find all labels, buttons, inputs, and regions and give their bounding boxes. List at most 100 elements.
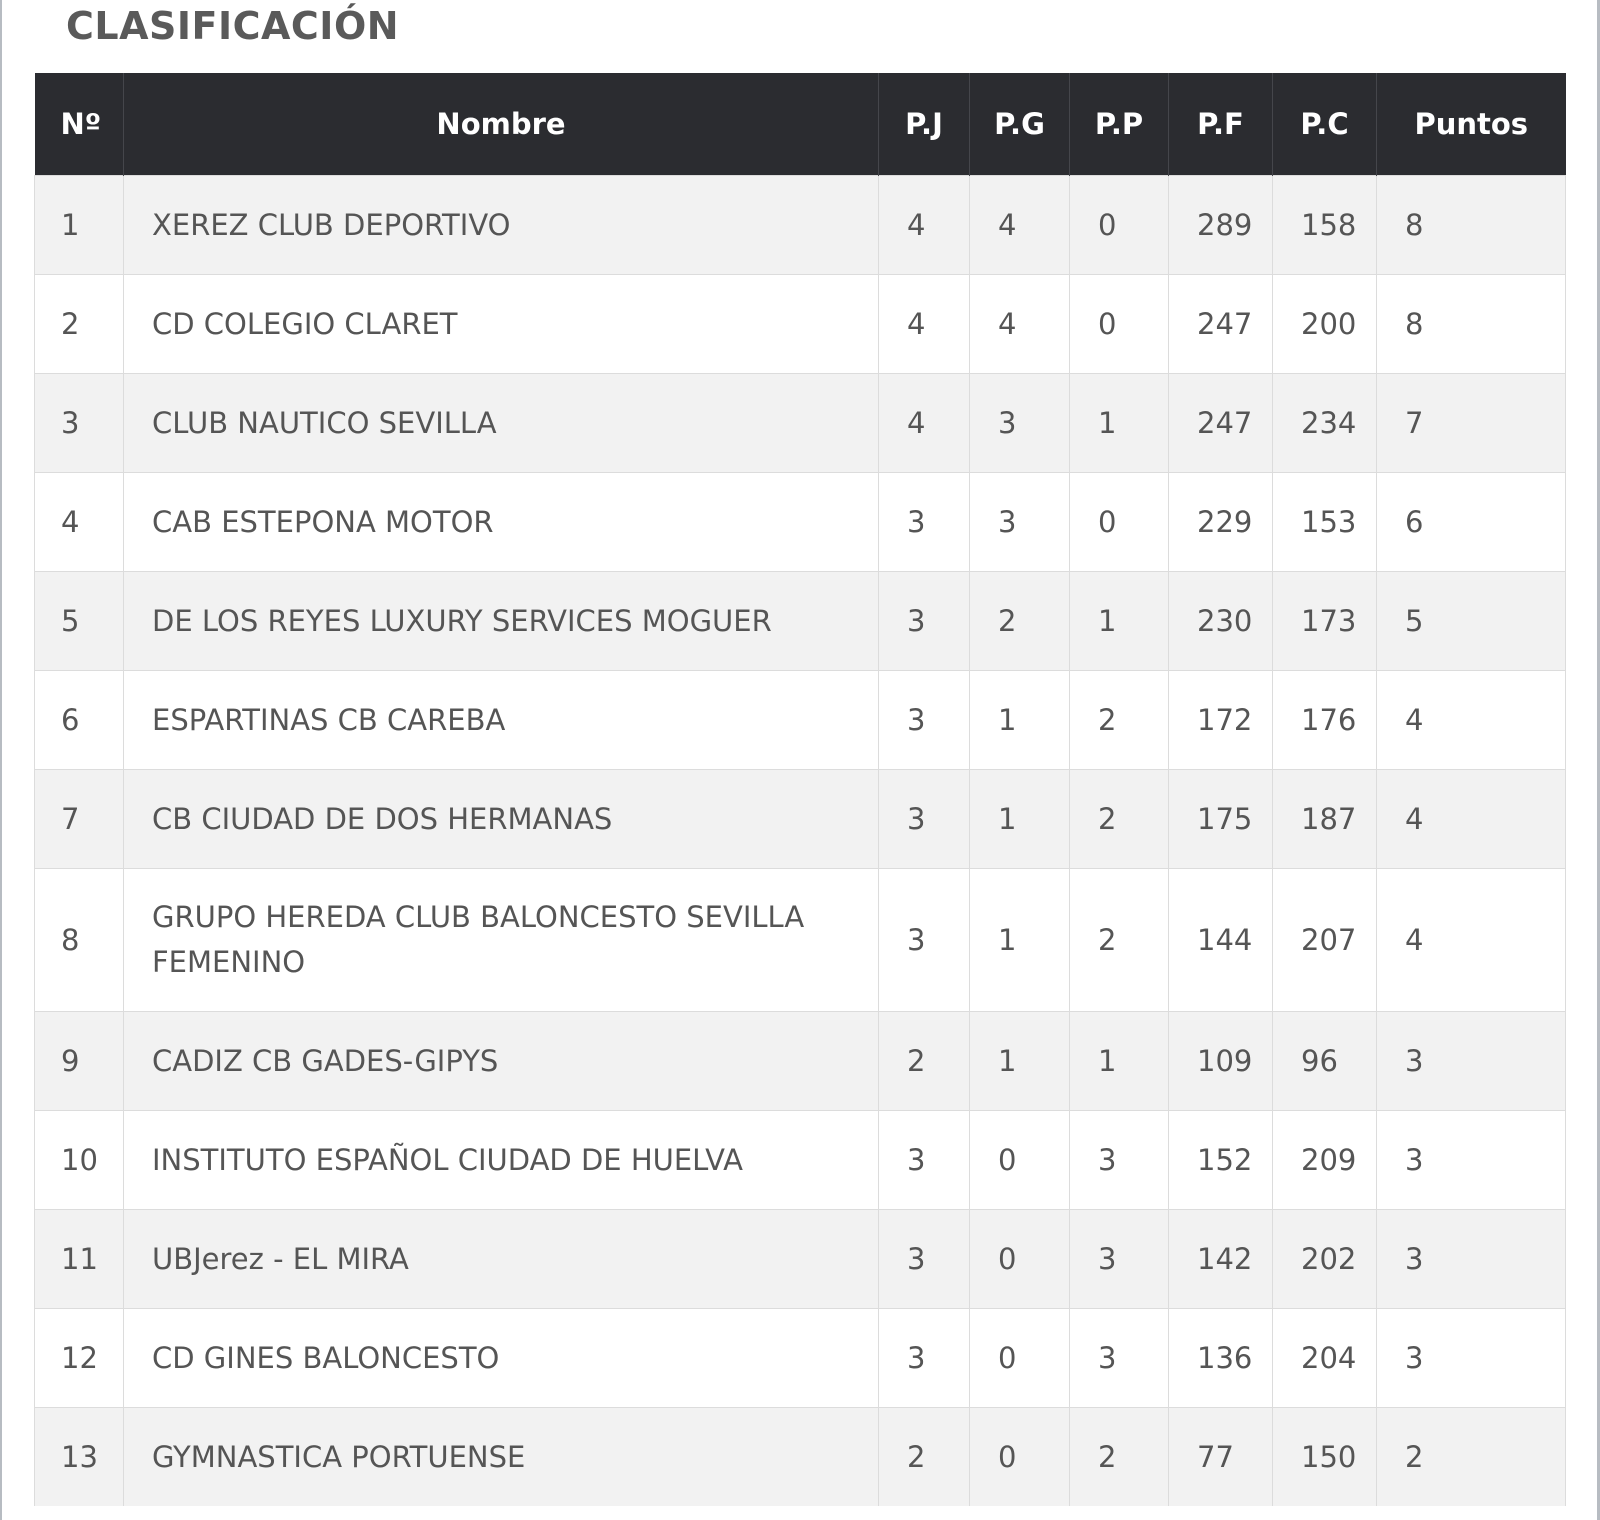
cell-lost: 1 [1069,373,1169,473]
cell-position: 4 [34,472,124,572]
cell-points: 3 [1376,1209,1566,1309]
cell-position: 11 [34,1209,124,1309]
cell-team-name: DE LOS REYES LUXURY SERVICES MOGUER [123,571,879,671]
table-row: 12 CD GINES BALONCESTO 3 0 3 136 204 3 [34,1308,1566,1408]
table-row: 3 CLUB NAUTICO SEVILLA 4 3 1 247 234 7 [34,373,1566,473]
cell-position: 12 [34,1308,124,1408]
cell-points-for: 247 [1168,373,1273,473]
table-row: 8 GRUPO HEREDA CLUB BALONCESTO SEVILLA FE… [34,868,1566,1012]
cell-team-name: XEREZ CLUB DEPORTIVO [123,175,879,275]
cell-points: 5 [1376,571,1566,671]
cell-played: 3 [878,1308,970,1408]
frame-left-border [0,0,2,1520]
cell-played: 4 [878,274,970,374]
cell-won: 0 [969,1209,1070,1309]
cell-points-against: 187 [1272,769,1377,869]
cell-points-for: 109 [1168,1011,1273,1111]
header-position[interactable]: Nº [34,73,124,176]
header-lost[interactable]: P.P [1069,73,1169,176]
frame-right-border [1597,0,1600,1520]
cell-won: 0 [969,1308,1070,1408]
cell-won: 2 [969,571,1070,671]
cell-lost: 2 [1069,670,1169,770]
cell-won: 1 [969,1011,1070,1111]
cell-points-against: 207 [1272,868,1377,1012]
cell-position: 5 [34,571,124,671]
cell-position: 7 [34,769,124,869]
table-row: 6 ESPARTINAS CB CAREBA 3 1 2 172 176 4 [34,670,1566,770]
table-row: 11 UBJerez - EL MIRA 3 0 3 142 202 3 [34,1209,1566,1309]
cell-points-against: 153 [1272,472,1377,572]
cell-team-name: ESPARTINAS CB CAREBA [123,670,879,770]
header-points-for[interactable]: P.F [1168,73,1273,176]
cell-team-name: CD GINES BALONCESTO [123,1308,879,1408]
header-row: Nº Nombre P.J P.G P.P P.F P.C Puntos [34,73,1566,176]
cell-played: 3 [878,571,970,671]
cell-points: 4 [1376,670,1566,770]
cell-position: 9 [34,1011,124,1111]
cell-lost: 1 [1069,571,1169,671]
cell-points-for: 136 [1168,1308,1273,1408]
section-title: CLASIFICACIÓN [66,4,400,48]
table-row: 10 INSTITUTO ESPAÑOL CIUDAD DE HUELVA 3 0 3 1… [34,1110,1566,1210]
cell-points-for: 175 [1168,769,1273,869]
cell-points: 3 [1376,1308,1566,1408]
cell-points-for: 142 [1168,1209,1273,1309]
cell-won: 1 [969,868,1070,1012]
table-row: 13 GYMNASTICA PORTUENSE 2 0 2 77 150 2 [34,1407,1566,1506]
cell-position: 6 [34,670,124,770]
cell-lost: 0 [1069,472,1169,572]
cell-lost: 3 [1069,1308,1169,1408]
cell-points-for: 289 [1168,175,1273,275]
cell-lost: 3 [1069,1209,1169,1309]
cell-points-against: 200 [1272,274,1377,374]
cell-won: 0 [969,1407,1070,1506]
cell-played: 3 [878,670,970,770]
cell-team-name: CB CIUDAD DE DOS HERMANAS [123,769,879,869]
cell-position: 10 [34,1110,124,1210]
cell-points-for: 77 [1168,1407,1273,1506]
cell-points-against: 202 [1272,1209,1377,1309]
cell-position: 2 [34,274,124,374]
cell-points: 6 [1376,472,1566,572]
cell-position: 3 [34,373,124,473]
cell-lost: 3 [1069,1110,1169,1210]
cell-points-against: 209 [1272,1110,1377,1210]
cell-played: 4 [878,175,970,275]
table-row: 9 CADIZ CB GADES-GIPYS 2 1 1 109 96 3 [34,1011,1566,1111]
cell-played: 2 [878,1011,970,1111]
header-points[interactable]: Puntos [1376,73,1566,176]
cell-won: 4 [969,175,1070,275]
cell-team-name: CLUB NAUTICO SEVILLA [123,373,879,473]
cell-played: 3 [878,1209,970,1309]
table-row: 7 CB CIUDAD DE DOS HERMANAS 3 1 2 175 187 4 [34,769,1566,869]
cell-points: 8 [1376,274,1566,374]
header-name[interactable]: Nombre [123,73,879,176]
cell-points: 4 [1376,868,1566,1012]
cell-points-against: 96 [1272,1011,1377,1111]
cell-points-against: 173 [1272,571,1377,671]
cell-won: 3 [969,472,1070,572]
cell-team-name: INSTITUTO ESPAÑOL CIUDAD DE HUELVA [123,1110,879,1210]
table-row: 1 XEREZ CLUB DEPORTIVO 4 4 0 289 158 8 [34,175,1566,275]
header-points-against[interactable]: P.C [1272,73,1377,176]
cell-points: 7 [1376,373,1566,473]
cell-points: 3 [1376,1110,1566,1210]
table-row: 2 CD COLEGIO CLARET 4 4 0 247 200 8 [34,274,1566,374]
cell-team-name: CAB ESTEPONA MOTOR [123,472,879,572]
header-won[interactable]: P.G [969,73,1070,176]
cell-position: 1 [34,175,124,275]
cell-team-name: CD COLEGIO CLARET [123,274,879,374]
cell-team-name: GRUPO HEREDA CLUB BALONCESTO SEVILLA FEM… [123,868,879,1012]
cell-played: 3 [878,1110,970,1210]
cell-points-for: 152 [1168,1110,1273,1210]
cell-lost: 0 [1069,274,1169,374]
cell-won: 1 [969,769,1070,869]
cell-won: 0 [969,1110,1070,1210]
cell-lost: 2 [1069,769,1169,869]
cell-points: 2 [1376,1407,1566,1506]
table-body: 1 XEREZ CLUB DEPORTIVO 4 4 0 289 158 8 2 CD COLEG… [34,175,1566,1506]
cell-team-name: UBJerez - EL MIRA [123,1209,879,1309]
header-played[interactable]: P.J [878,73,970,176]
cell-played: 3 [878,769,970,869]
